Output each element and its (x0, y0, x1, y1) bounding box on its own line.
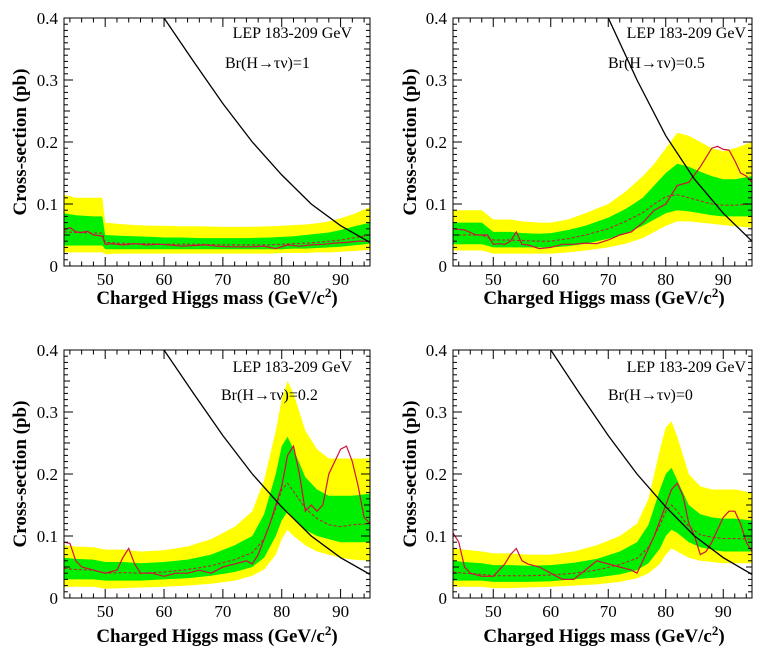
theory-cross-section-line (163, 18, 370, 243)
theory-cross-section-line (550, 350, 752, 575)
band-95-percent (453, 132, 752, 254)
y-tick-label: 0 (50, 257, 59, 276)
band-68-percent (64, 436, 370, 581)
x-tick-label: 70 (214, 270, 231, 289)
x-tick-label: 90 (715, 602, 732, 621)
y-tick-label: 0.3 (37, 71, 58, 90)
observed-limit-line (453, 145, 752, 250)
x-axis-label: Charged Higgs mass (GeV/c2) (483, 285, 724, 310)
x-tick-label: 60 (156, 602, 173, 621)
lines (64, 18, 370, 250)
x-axis-label: Charged Higgs mass (GeV/c2) (483, 623, 724, 648)
y-tick-label: 0 (439, 257, 448, 276)
annotation-branching-ratio: Br(H→τν)=0.2 (221, 387, 318, 404)
x-tick-label: 80 (657, 270, 674, 289)
y-axis-label: Cross-section (pb) (400, 401, 421, 548)
y-tick-label: 0.4 (37, 341, 59, 360)
ticks: 50 60 70 80 90 0 0.1 0.2 0.3 0.4 (426, 341, 752, 621)
lines (64, 350, 370, 577)
x-tick-label: 50 (485, 270, 502, 289)
y-tick-label: 0.2 (37, 133, 58, 152)
y-axis-label: Cross-section (pb) (10, 401, 31, 548)
annotation-branching-ratio: Br(H→τν)=0 (608, 387, 693, 404)
x-tick-label: 70 (600, 602, 617, 621)
observed-limit-line (64, 226, 370, 250)
bands (453, 421, 752, 589)
y-tick-label: 0.2 (37, 465, 58, 484)
x-axis-label: Charged Higgs mass (GeV/c2) (96, 623, 337, 648)
y-tick-label: 0 (50, 589, 59, 608)
ticks: 50 60 70 80 90 0 0.1 0.2 0.3 0.4 (426, 9, 752, 289)
x-tick-label: 80 (657, 602, 674, 621)
lines (453, 18, 752, 250)
x-tick-label: 50 (97, 270, 114, 289)
y-axis-label: Cross-section (pb) (400, 69, 421, 216)
expected-limit-line (64, 231, 370, 246)
band-68-percent (453, 467, 752, 582)
bands (64, 381, 370, 589)
y-tick-label: 0.4 (426, 9, 448, 28)
y-tick-label: 0.1 (426, 195, 447, 214)
band-95-percent (453, 421, 752, 589)
x-tick-label: 60 (542, 270, 559, 289)
y-tick-label: 0.4 (37, 9, 59, 28)
annotation-energy: LEP 183-209 GeV (233, 359, 353, 376)
x-tick-label: 60 (542, 602, 559, 621)
y-tick-label: 0.1 (426, 527, 447, 546)
annotation-energy: LEP 183-209 GeV (233, 25, 353, 42)
band-68-percent (453, 163, 752, 248)
y-tick-label: 0.3 (426, 71, 447, 90)
y-tick-label: 0.1 (37, 527, 58, 546)
expected-limit-line (64, 482, 370, 574)
x-tick-label: 70 (214, 602, 231, 621)
y-tick-label: 0.1 (37, 195, 58, 214)
x-tick-label: 90 (332, 270, 349, 289)
theory-cross-section-line (163, 350, 370, 575)
x-axis-label: Charged Higgs mass (GeV/c2) (96, 285, 337, 310)
x-tick-label: 90 (715, 270, 732, 289)
annotation-energy: LEP 183-209 GeV (627, 25, 747, 42)
y-tick-label: 0 (439, 589, 448, 608)
annotation-branching-ratio: Br(H→τν)=0.5 (608, 55, 705, 72)
band-68-percent (64, 213, 370, 250)
y-tick-label: 0.2 (426, 133, 447, 152)
x-tick-label: 70 (600, 270, 617, 289)
annotation-energy: LEP 183-209 GeV (627, 359, 747, 376)
bands (453, 132, 752, 254)
observed-limit-line (453, 482, 752, 580)
x-tick-label: 80 (273, 602, 290, 621)
x-tick-label: 50 (97, 602, 114, 621)
expected-limit-line (453, 194, 752, 242)
x-tick-label: 60 (156, 270, 173, 289)
ticks: 50 60 70 80 90 0 0.1 0.2 0.3 0.4 (37, 9, 370, 289)
observed-limit-line (64, 444, 370, 577)
y-tick-label: 0.2 (426, 465, 447, 484)
band-95-percent (64, 381, 370, 589)
bands (64, 194, 370, 255)
y-tick-label: 0.3 (37, 403, 58, 422)
theory-cross-section-line (607, 18, 752, 242)
y-tick-label: 0.4 (426, 341, 448, 360)
lines (453, 350, 752, 580)
x-tick-label: 80 (273, 270, 290, 289)
ticks: 50 60 70 80 90 0 0.1 0.2 0.3 0.4 (37, 341, 370, 621)
x-tick-label: 50 (485, 602, 502, 621)
x-tick-label: 90 (332, 602, 349, 621)
y-axis-label: Cross-section (pb) (10, 69, 31, 216)
y-tick-label: 0.3 (426, 403, 447, 422)
annotation-branching-ratio: Br(H→τν)=1 (225, 55, 310, 72)
